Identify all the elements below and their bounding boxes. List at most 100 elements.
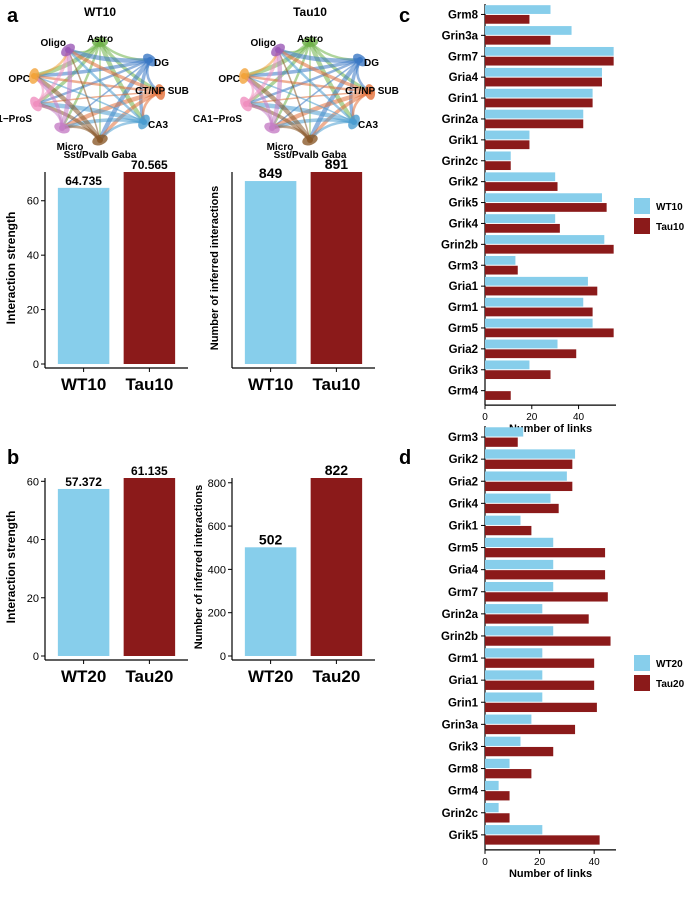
bar-wt [485, 471, 567, 481]
x-tick-label: 20 [534, 857, 546, 868]
bar-value-label: 891 [325, 156, 349, 172]
category-label: Grin2a [442, 114, 479, 126]
bar-wt [485, 604, 543, 614]
network-node-label: OPC [8, 74, 30, 85]
y-tick-label: 600 [208, 521, 226, 533]
y-tick-label: 20 [27, 305, 39, 317]
network-node [275, 47, 281, 53]
bar-wt [485, 109, 584, 119]
network-edge [277, 49, 311, 141]
bar-tau [485, 328, 614, 338]
bar-tau [485, 658, 595, 668]
network-node-label: Sst/Pvalb Gaba [274, 150, 347, 161]
legend-d-wt-label: WT20 [656, 659, 683, 670]
bar-tau [485, 702, 597, 713]
bar-wt [485, 626, 554, 636]
x-tick-label: 0 [482, 857, 488, 868]
category-label: Grm7 [448, 587, 478, 599]
bar-tau [485, 119, 584, 129]
bar-wt10 [57, 187, 110, 364]
network-edge [67, 49, 145, 123]
hbar-chart-links-20: Grm3 Grik2 Gria2 Grik4 Grik1 Grm5 Gria4 Grm7 Gri… [441, 426, 616, 880]
bar-tau [485, 835, 600, 845]
network-node [367, 89, 373, 95]
network-node-label: CA3 [358, 120, 378, 131]
category-label: Grik2 [449, 454, 478, 466]
y-tick-label: 0 [33, 359, 39, 371]
bar-tau [485, 244, 614, 254]
bar-wt [485, 802, 499, 813]
legend-c: WT10 Tau10 [634, 198, 685, 234]
network-node [241, 73, 247, 79]
y-axis-label: Number of inferred interactions [193, 485, 205, 649]
bar-tau [485, 223, 560, 233]
bar-tau [485, 680, 595, 690]
bar-tau [485, 614, 589, 624]
bar-tau [485, 437, 518, 447]
network-node [351, 119, 357, 125]
legend-c-tau-swatch [634, 218, 650, 234]
bar-tau [485, 286, 598, 296]
x-tick-label: Tau10 [312, 375, 360, 394]
category-label: Grin1 [448, 697, 479, 709]
category-label: Grik1 [449, 135, 479, 147]
y-tick-label: 40 [27, 535, 39, 547]
x-axis-label: Number of links [509, 423, 592, 435]
network-node [31, 73, 37, 79]
bar-tau [485, 525, 532, 536]
x-tick-label: 40 [573, 412, 585, 423]
category-label: Gria4 [449, 72, 479, 84]
bar-tau [485, 459, 573, 469]
bar-wt [485, 67, 602, 77]
bar-wt [485, 581, 554, 592]
category-label: Grm3 [448, 432, 478, 444]
bar-wt [485, 670, 543, 680]
bar-wt [485, 515, 521, 525]
network-edge [270, 89, 371, 131]
network-node-label: OPC [218, 74, 240, 85]
bar-tau [485, 203, 607, 212]
network-node-label: Micro [267, 142, 294, 153]
legend-c-wt-label: WT10 [656, 202, 683, 213]
y-axis-label: Interaction strength [4, 212, 18, 325]
legend-d-wt-swatch [634, 655, 650, 671]
bar-tau [485, 791, 510, 801]
bar-tau20 [310, 478, 363, 656]
category-label: Grm1 [448, 302, 479, 314]
network-node [33, 101, 39, 107]
network-edge [271, 59, 361, 129]
category-label: Grik5 [449, 830, 479, 842]
x-tick-label: WT20 [248, 667, 293, 686]
bar-tau [485, 503, 559, 514]
network-node-label: CA1−ProS [0, 114, 32, 125]
category-label: Grm8 [448, 764, 479, 776]
network-node-label: CA3 [148, 120, 168, 131]
legend-d: WT20 Tau20 [634, 655, 685, 691]
network-edge [33, 75, 145, 123]
network-node-label: Oligo [250, 38, 276, 49]
y-axis-label: Interaction strength [4, 511, 18, 624]
y-tick-label: 0 [33, 651, 39, 663]
y-tick-label: 400 [208, 564, 226, 576]
bar-value-label: 502 [259, 531, 283, 547]
x-tick-label: 40 [589, 857, 601, 868]
category-label: Grm4 [448, 386, 479, 398]
bar-wt [485, 172, 556, 182]
legend-c-tau-label: Tau10 [656, 222, 685, 233]
category-label: Grm3 [448, 260, 478, 272]
network-node [97, 39, 103, 45]
x-tick-label: Tau20 [312, 667, 360, 686]
network-node-label: CT/NP SUB [135, 86, 189, 97]
bar-wt [485, 255, 516, 265]
network-node [59, 125, 65, 131]
legend-d-tau-swatch [634, 675, 650, 691]
y-tick-label: 60 [27, 476, 39, 488]
bar-tau [485, 77, 602, 87]
x-tick-label: WT10 [61, 375, 106, 394]
network-node [269, 125, 275, 131]
bar-chart-interaction-strength-20: 0 20 40 60 Interaction strength 57.372 WT20 61.… [4, 464, 188, 686]
network-node-label: DG [154, 58, 169, 69]
